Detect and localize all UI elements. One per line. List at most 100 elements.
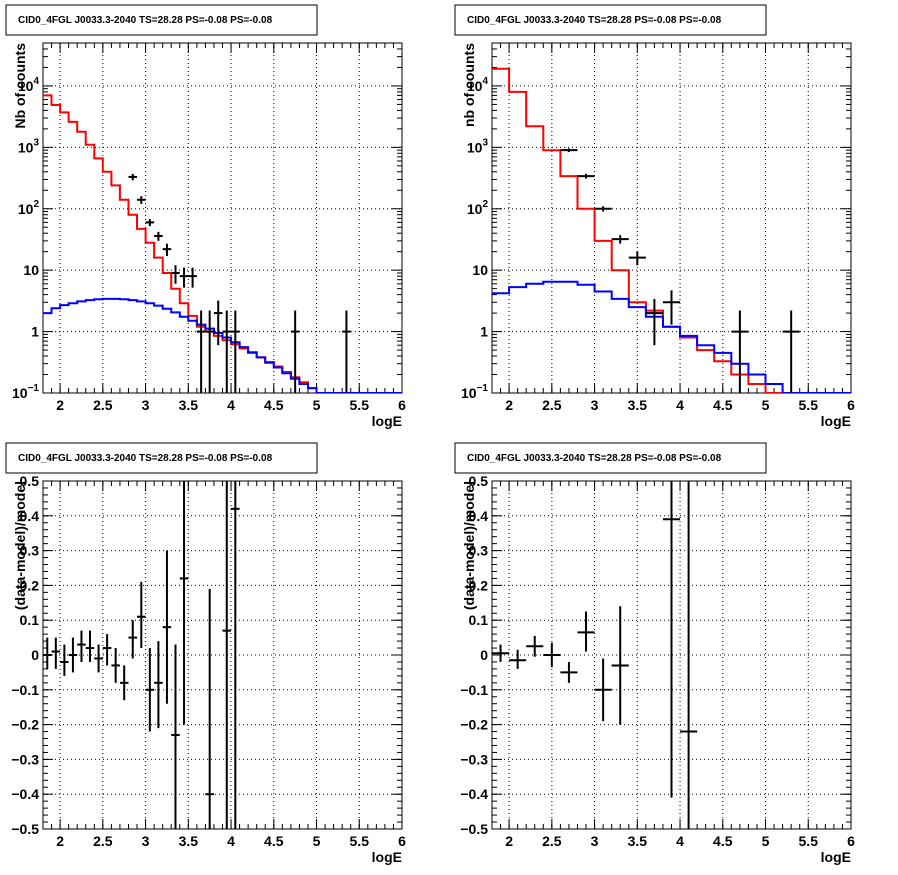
x-tick-label: 5 — [762, 397, 770, 413]
x-tick-label: 2.5 — [93, 397, 113, 413]
x-tick-label: 3.5 — [179, 397, 199, 413]
y-tick-label: 10−1 — [12, 383, 39, 401]
x-tick-label: 3.5 — [628, 833, 648, 849]
data-point — [68, 637, 78, 673]
x-tick-label: 4.5 — [264, 397, 284, 413]
y-tick-label: 102 — [18, 199, 40, 217]
data-point — [102, 634, 112, 666]
data-point — [594, 206, 612, 212]
histogram-series-2 — [43, 297, 402, 393]
x-tick-label: 6 — [847, 397, 855, 413]
x-axis-label: logE — [821, 849, 851, 865]
data-point — [60, 644, 69, 676]
plot-area — [492, 481, 698, 829]
data-point — [179, 267, 189, 288]
data-point — [560, 148, 578, 152]
data-point — [560, 661, 578, 683]
data-point — [154, 641, 163, 729]
data-point — [731, 310, 749, 393]
x-tick-label: 5 — [313, 833, 321, 849]
x-axis-label: logE — [821, 413, 851, 429]
data-point — [662, 481, 681, 798]
y-tick-label: 0.4 — [20, 508, 40, 524]
data-point — [231, 481, 240, 829]
x-tick-label: 4 — [676, 833, 684, 849]
x-tick-label: 2.5 — [542, 397, 562, 413]
x-tick-label: 3.5 — [179, 833, 199, 849]
data-point — [85, 630, 95, 662]
y-tick-label: 0.1 — [20, 612, 40, 628]
data-point — [680, 481, 698, 829]
y-tick-label: 103 — [467, 137, 489, 155]
y-axis-label: Nb of counts — [12, 43, 28, 129]
data-point — [645, 298, 663, 346]
x-tick-label: 5.5 — [350, 397, 370, 413]
y-tick-label: −0.2 — [460, 717, 488, 733]
y-tick-label: 0.2 — [20, 577, 40, 593]
y-tick-label: −0.2 — [11, 717, 39, 733]
y-tick-label: 103 — [18, 137, 40, 155]
y-tick-label: −0.1 — [460, 682, 488, 698]
data-point — [290, 310, 300, 393]
x-tick-label: 2 — [56, 397, 64, 413]
chart-panel-4: 2 2.5 3 3.5 4 4.5 5 5.5 6 −0.5 −0.4 −0.3 −0.2 −0.1 0 0.… — [454, 442, 855, 865]
data-point — [162, 550, 172, 704]
x-tick-label: 3 — [591, 397, 599, 413]
y-tick-label: 0.5 — [20, 473, 40, 489]
y-axis-label: nb of counts — [461, 43, 477, 127]
y-tick-label: 0 — [480, 647, 488, 663]
x-tick-label: 2 — [56, 833, 64, 849]
x-tick-label: 3 — [142, 397, 150, 413]
x-tick-label: 3.5 — [628, 397, 648, 413]
y-tick-label: 1 — [31, 324, 39, 340]
data-point — [188, 267, 197, 288]
data-point — [154, 231, 163, 241]
y-axis-label: (data-model)/model — [461, 481, 477, 610]
x-tick-label: 5 — [313, 397, 321, 413]
y-tick-label: −0.1 — [11, 682, 39, 698]
x-tick-label: 3 — [591, 833, 599, 849]
x-tick-label: 5.5 — [799, 397, 819, 413]
y-tick-label: 1 — [480, 324, 488, 340]
y-tick-label: 10−1 — [461, 383, 488, 401]
data-point — [205, 588, 214, 829]
histogram-series-1 — [43, 94, 402, 393]
x-tick-label: 4.5 — [713, 397, 733, 413]
y-tick-label: −0.5 — [460, 821, 488, 837]
x-tick-label: 2 — [505, 397, 513, 413]
data-point — [128, 620, 138, 659]
y-tick-label: −0.4 — [11, 786, 39, 802]
y-axis-label: (data-model)/model — [12, 481, 28, 610]
y-tick-label: 0.3 — [20, 543, 40, 559]
x-tick-label: 6 — [398, 833, 406, 849]
y-tick-label: −0.3 — [460, 751, 488, 767]
chart-title-box — [5, 442, 318, 474]
x-tick-label: 2.5 — [542, 833, 562, 849]
data-point — [222, 310, 232, 393]
x-tick-label: 3 — [142, 833, 150, 849]
plot-area — [43, 94, 402, 393]
chart-title: CID0_4FGL J0033.3-2040 TS=28.28 PS=-0.08… — [18, 453, 273, 464]
data-point — [145, 219, 155, 227]
histogram-series-2 — [492, 280, 851, 393]
data-point — [128, 173, 138, 181]
data-point — [594, 658, 612, 722]
y-tick-label: 0.4 — [469, 508, 489, 524]
y-tick-label: −0.3 — [11, 751, 39, 767]
y-tick-label: 0.5 — [469, 473, 489, 489]
data-point — [628, 251, 646, 266]
x-tick-label: 2 — [505, 833, 513, 849]
x-tick-label: 6 — [398, 397, 406, 413]
data-point — [162, 243, 172, 257]
x-tick-label: 5.5 — [350, 833, 370, 849]
x-axis-label: logE — [372, 413, 402, 429]
data-point — [492, 644, 510, 662]
chart-title: CID0_4FGL J0033.3-2040 TS=28.28 PS=-0.08… — [467, 453, 722, 464]
data-point — [119, 665, 129, 701]
chart-panel-1: 2 2.5 3 3.5 4 4.5 5 5.5 610−1110102103104CID0_4F… — [5, 4, 406, 429]
y-tick-label: −0.5 — [11, 821, 39, 837]
chart-title-box — [454, 4, 767, 36]
x-tick-label: 2.5 — [93, 833, 113, 849]
x-tick-label: 4.5 — [264, 833, 284, 849]
